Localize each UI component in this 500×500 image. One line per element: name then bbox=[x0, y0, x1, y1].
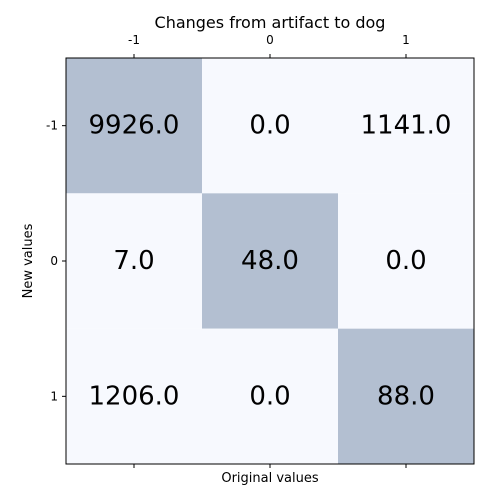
x-tick-label-0: -1 bbox=[128, 33, 140, 47]
matrix-cells bbox=[66, 58, 474, 464]
cell-value-r1-c0: 7.0 bbox=[113, 246, 154, 276]
cell-value-r2-c0: 1206.0 bbox=[89, 381, 180, 411]
y-tick-label-1: 0 bbox=[50, 254, 58, 268]
cell-value-r0-c2: 1141.0 bbox=[361, 111, 452, 141]
matrix-cell-r2-c2 bbox=[338, 328, 474, 464]
x-axis-label: Original values bbox=[221, 471, 319, 486]
cell-value-r2-c2: 88.0 bbox=[377, 381, 435, 411]
cell-value-r2-c1: 0.0 bbox=[249, 381, 290, 411]
matrix-cell-r0-c2 bbox=[338, 58, 474, 194]
cell-value-r1-c2: 0.0 bbox=[385, 246, 426, 276]
matrix-cell-labels: 9926.0 0.0 1141.0 7.0 48.0 0.0 1206.0 0.0 88.0 bbox=[89, 111, 452, 412]
y-tick-label-2: 1 bbox=[50, 389, 58, 403]
chart-title: Changes from artifact to dog bbox=[155, 13, 386, 32]
matrix-cell-r1-c0 bbox=[66, 193, 202, 329]
matrix-cell-r2-c0 bbox=[66, 328, 202, 464]
axis-ticks: -1 0 1 -1 0 1 bbox=[46, 33, 410, 468]
cell-value-r0-c0: 9926.0 bbox=[89, 111, 180, 141]
x-tick-label-1: 0 bbox=[266, 33, 274, 47]
x-tick-label-2: 1 bbox=[402, 33, 410, 47]
matrix-cell-r0-c1 bbox=[202, 58, 338, 194]
y-axis-label: New values bbox=[21, 223, 36, 298]
matrix-cell-r1-c1 bbox=[202, 193, 338, 329]
matrix-cell-r2-c1 bbox=[202, 328, 338, 464]
matrix-cell-r0-c0 bbox=[66, 58, 202, 194]
matrix-cell-r1-c2 bbox=[338, 193, 474, 329]
cell-value-r0-c1: 0.0 bbox=[249, 111, 290, 141]
cell-value-r1-c1: 48.0 bbox=[241, 246, 299, 276]
y-tick-label-0: -1 bbox=[46, 119, 58, 133]
